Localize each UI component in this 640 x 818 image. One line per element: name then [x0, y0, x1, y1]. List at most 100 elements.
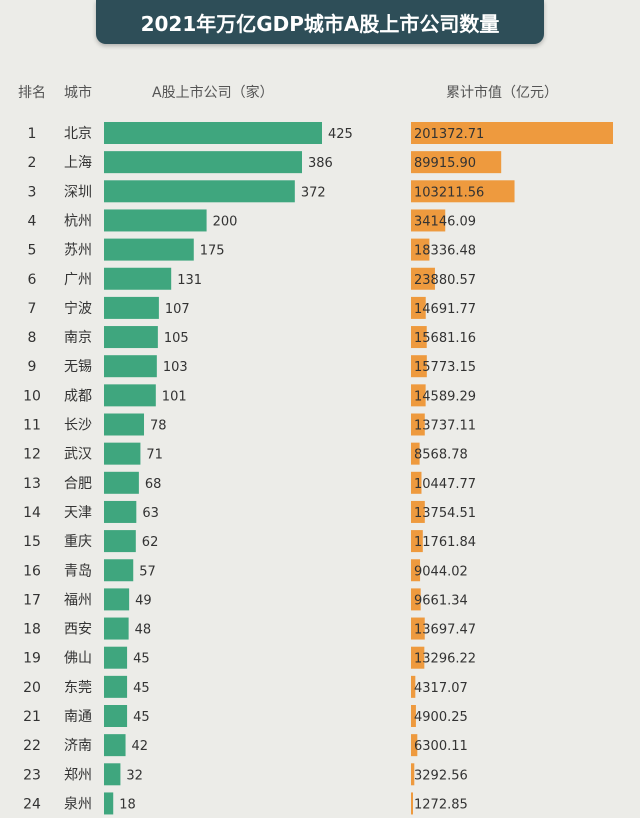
companies-bar	[104, 471, 139, 494]
city-label: 苏州	[64, 243, 92, 259]
companies-value-label: 175	[200, 244, 225, 259]
market-value-bar	[411, 442, 420, 465]
rank-label: 3	[28, 184, 37, 200]
header-rank: 排名	[18, 85, 46, 101]
rank-label: 2	[28, 155, 37, 171]
market-value-label: 9661.34	[414, 593, 468, 608]
market-value-bar	[411, 151, 502, 174]
header-companies: A股上市公司（家）	[152, 85, 274, 101]
market-value-label: 201372.71	[414, 127, 484, 142]
companies-bar	[104, 705, 128, 727]
companies-bar	[104, 792, 114, 815]
companies-value-label: 71	[146, 448, 163, 463]
rank-label: 16	[23, 563, 41, 579]
market-value-label: 9044.02	[414, 564, 468, 579]
header-city: 城市	[64, 85, 92, 101]
city-label: 北京	[64, 126, 92, 142]
market-value-label: 6300.11	[414, 739, 468, 754]
market-value-label: 3292.56	[414, 768, 468, 783]
market-value-label: 14589.29	[414, 389, 476, 404]
city-label: 合肥	[64, 476, 92, 492]
market-value-bar	[411, 763, 415, 786]
companies-value-label: 57	[139, 564, 156, 579]
city-label: 长沙	[64, 418, 92, 434]
companies-bar	[104, 326, 158, 349]
market-value-bar	[411, 296, 426, 319]
rank-label: 13	[23, 476, 41, 492]
city-label: 成都	[64, 388, 92, 404]
market-value-bar	[411, 705, 416, 727]
market-value-label: 15681.16	[414, 331, 476, 346]
market-value-label: 23880.57	[414, 273, 476, 288]
companies-bar	[104, 763, 121, 786]
city-label: 泉州	[64, 795, 92, 812]
rank-label: 12	[23, 447, 41, 463]
rank-label: 4	[28, 213, 37, 229]
rank-label: 7	[28, 301, 37, 317]
market-value-bar	[411, 384, 426, 407]
city-label: 深圳	[64, 184, 92, 200]
market-value-bar	[411, 355, 427, 378]
rank-label: 8	[28, 330, 37, 346]
rank-label: 1	[28, 126, 37, 142]
companies-bar	[104, 296, 159, 319]
companies-value-label: 103	[163, 360, 188, 375]
header-market-value: 累计市值（亿元）	[446, 85, 558, 101]
city-label: 东莞	[64, 680, 92, 696]
companies-bar	[104, 559, 134, 582]
market-value-bar	[411, 238, 430, 261]
companies-value-label: 18	[119, 797, 136, 812]
rank-label: 22	[23, 738, 41, 754]
companies-bar	[104, 122, 322, 144]
companies-value-label: 372	[301, 185, 326, 200]
companies-bar	[104, 267, 172, 290]
market-value-label: 11761.84	[414, 535, 476, 550]
market-value-bar	[411, 559, 421, 582]
companies-value-label: 78	[150, 419, 167, 434]
companies-value-label: 425	[328, 127, 353, 142]
companies-value-label: 107	[165, 302, 190, 317]
market-value-label: 89915.90	[414, 156, 476, 171]
market-value-label: 4317.07	[414, 681, 468, 696]
companies-bar	[104, 442, 141, 465]
market-value-bar	[411, 180, 515, 203]
city-label: 重庆	[64, 534, 92, 550]
companies-value-label: 49	[135, 593, 152, 608]
companies-bar	[104, 617, 129, 640]
market-value-label: 13697.47	[414, 623, 476, 638]
companies-bar	[104, 500, 137, 523]
market-value-bar	[411, 646, 425, 669]
companies-bar	[104, 384, 156, 407]
companies-bar	[104, 734, 126, 757]
companies-bar	[104, 180, 295, 203]
companies-value-label: 32	[126, 768, 143, 783]
rank-label: 11	[23, 418, 41, 434]
market-value-bar	[411, 675, 416, 698]
companies-value-label: 62	[142, 535, 159, 550]
city-label: 西安	[64, 622, 92, 638]
companies-value-label: 45	[133, 681, 150, 696]
city-label: 青岛	[64, 563, 92, 579]
market-value-bar	[411, 413, 425, 436]
rank-label: 21	[23, 709, 41, 725]
companies-value-label: 45	[133, 710, 150, 725]
companies-bar	[104, 238, 194, 261]
companies-value-label: 63	[142, 506, 159, 521]
market-value-label: 13296.22	[414, 652, 476, 667]
companies-value-label: 200	[213, 214, 238, 229]
rank-label: 10	[23, 388, 41, 404]
city-label: 福州	[64, 592, 92, 608]
companies-bar	[104, 530, 136, 553]
rank-label: 5	[28, 243, 37, 259]
market-value-label: 8568.78	[414, 448, 468, 463]
companies-value-label: 45	[133, 652, 150, 667]
companies-value-label: 48	[135, 623, 152, 638]
rank-label: 18	[23, 622, 41, 638]
market-value-bar	[411, 530, 423, 553]
city-label: 无锡	[64, 359, 92, 375]
rank-label: 19	[23, 651, 41, 667]
market-value-bar	[411, 792, 413, 815]
rank-label: 23	[23, 767, 41, 783]
city-label: 南京	[64, 330, 92, 346]
